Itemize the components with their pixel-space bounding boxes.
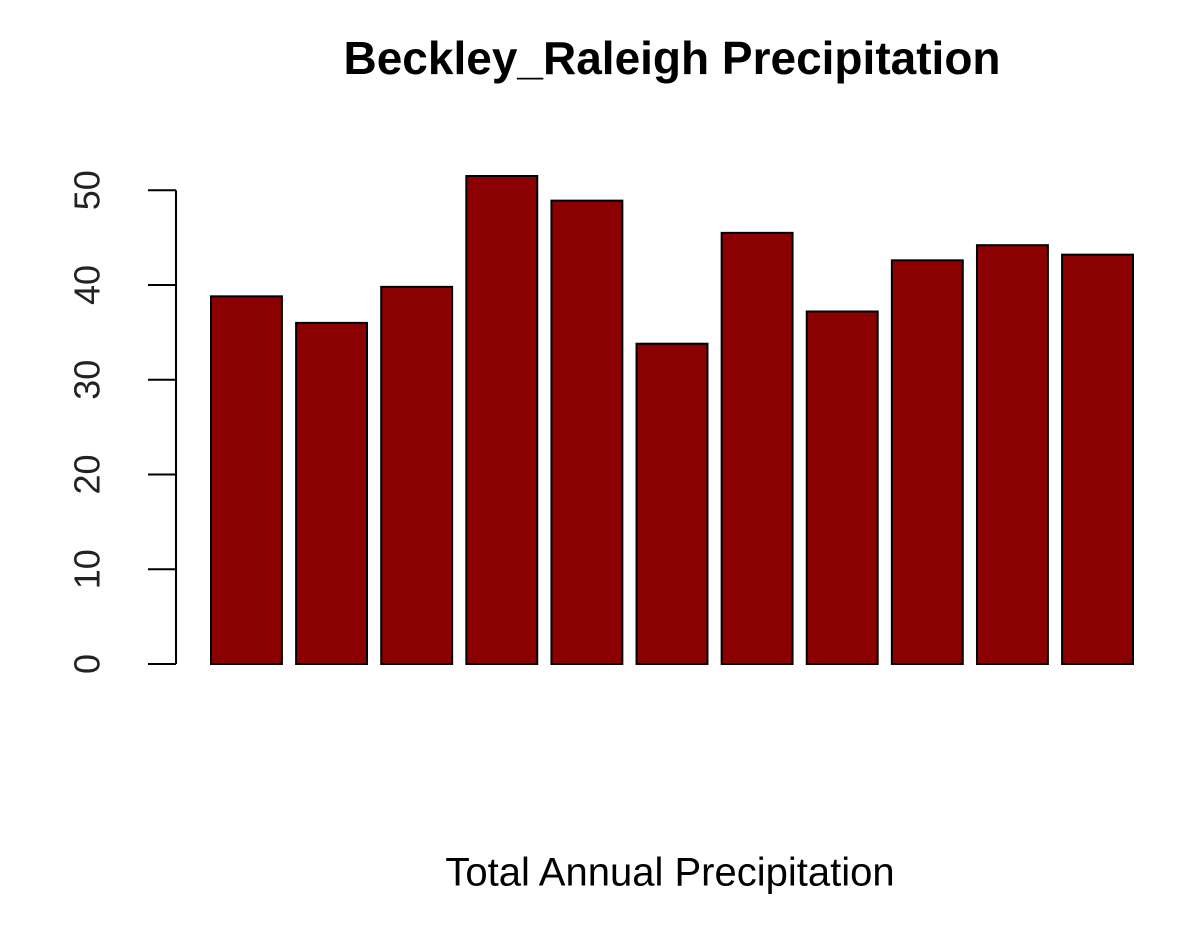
bar (465, 175, 539, 665)
bar (1061, 253, 1134, 666)
bar (975, 244, 1049, 665)
bar (635, 342, 709, 665)
x-axis-label: Total Annual Precipitation (445, 851, 894, 895)
y-tick-label: 20 (67, 454, 108, 494)
bar (550, 199, 624, 665)
y-tick-label: 40 (67, 265, 108, 305)
bar (380, 285, 454, 665)
bar (295, 321, 369, 665)
bar (890, 259, 964, 665)
y-tick-label: 0 (67, 654, 108, 674)
bar (805, 310, 879, 665)
bar (720, 231, 794, 665)
bar (210, 295, 283, 665)
y-tick-label: 30 (67, 360, 108, 400)
chart-title: Beckley_Raleigh Precipitation (343, 32, 1000, 84)
y-tick-label: 50 (67, 170, 108, 210)
y-tick-label: 10 (67, 549, 108, 589)
